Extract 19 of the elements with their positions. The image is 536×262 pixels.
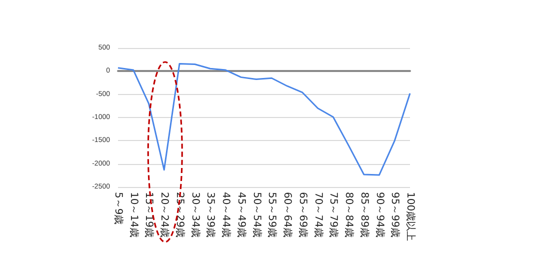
x-tick-label: 40～44歳 (220, 192, 232, 238)
x-tick-label: 35～39歳 (204, 192, 217, 238)
x-tick-label: 65～69歳 (296, 192, 309, 238)
x-tick-label: 50～54歳 (250, 192, 263, 238)
x-tick-label: 70～74歳 (312, 192, 324, 238)
x-tick-label: 60～64歳 (282, 192, 294, 238)
x-tick-label: 55～59歳 (266, 192, 278, 238)
x-tick-label: 90～94歳 (374, 192, 386, 238)
line-series (117, 63, 411, 176)
x-tick-label: 5～9歳 (112, 192, 124, 225)
x-tick-label: 100歳以上 (404, 192, 416, 242)
x-tick-label: 20～24歳 (158, 192, 171, 238)
x-tick-label: 80～84歳 (343, 192, 356, 238)
x-tick-label: 75～79歳 (328, 192, 340, 238)
x-tick-label: 95～99歳 (389, 192, 402, 238)
x-tick-label: 85～89歳 (358, 192, 370, 238)
x-tick-label: 45～49歳 (235, 192, 248, 238)
x-tick-label: 10～14歳 (128, 192, 140, 238)
x-tick-label: 30～34歳 (189, 192, 202, 238)
